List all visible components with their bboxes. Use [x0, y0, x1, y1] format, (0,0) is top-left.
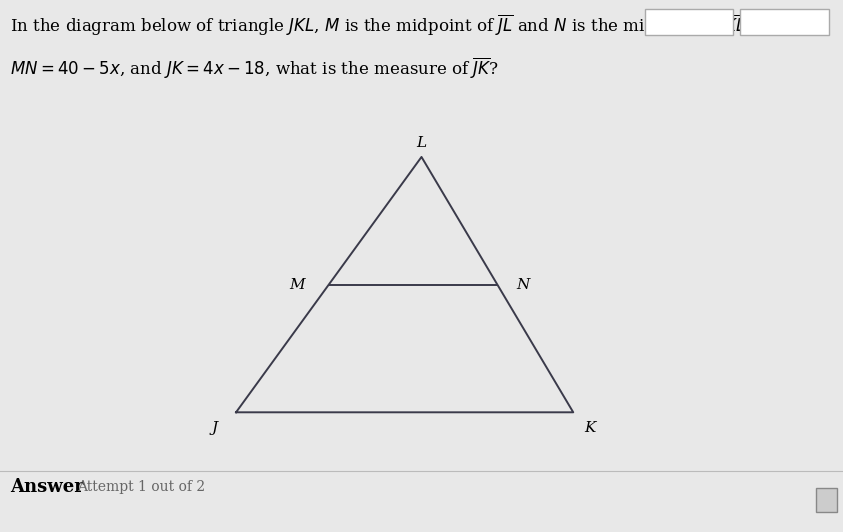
Text: Answer: Answer	[10, 478, 83, 496]
Text: N: N	[516, 278, 529, 292]
Text: Attempt 1 out of 2: Attempt 1 out of 2	[78, 480, 206, 494]
Text: K: K	[584, 421, 596, 435]
Text: M: M	[289, 278, 304, 292]
Text: L: L	[416, 136, 427, 150]
Text: In the diagram below of triangle $JKL$, $M$ is the midpoint of $\overline{JL}$ a: In the diagram below of triangle $JKL$, …	[10, 13, 771, 38]
Text: $MN = 40 - 5x$, and $JK = 4x - 18$, what is the measure of $\overline{JK}$?: $MN = 40 - 5x$, and $JK = 4x - 18$, what…	[10, 56, 499, 81]
Text: J: J	[212, 421, 218, 435]
